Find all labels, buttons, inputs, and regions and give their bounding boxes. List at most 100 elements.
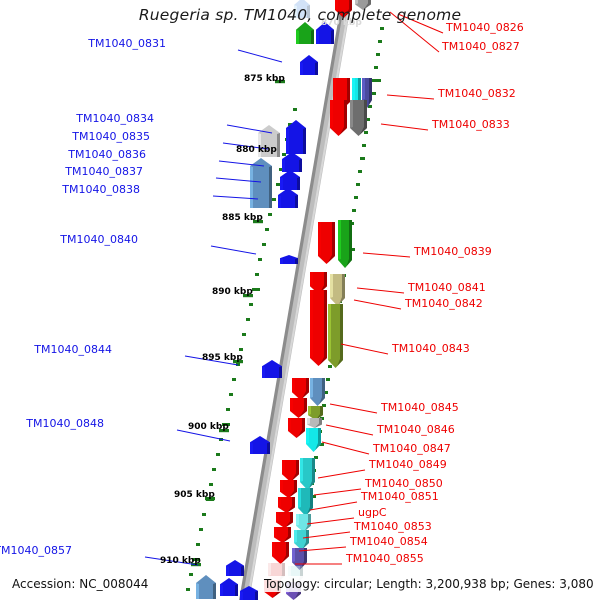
gc-tick-dash <box>258 258 262 261</box>
coordinate-tick-mark <box>219 429 229 433</box>
gene-feature[interactable] <box>290 398 307 418</box>
coordinate-tick-mark <box>243 294 253 298</box>
gene-label-forward[interactable]: TM1040_0833 <box>432 118 510 131</box>
gene-feature[interactable] <box>280 480 297 498</box>
gene-feature[interactable] <box>310 378 325 406</box>
gene-feature[interactable] <box>294 0 310 18</box>
gene-feature[interactable] <box>196 575 216 599</box>
gene-feature[interactable] <box>335 0 352 18</box>
gene-label-forward[interactable]: TM1040_0846 <box>377 423 455 436</box>
gene-label-reverse[interactable]: TM1040_0837 <box>65 165 143 178</box>
gene-feature[interactable] <box>226 560 244 576</box>
gene-feature[interactable] <box>300 458 315 490</box>
gene-label-forward[interactable]: TM1040_0845 <box>381 401 459 414</box>
gene-feature[interactable] <box>258 125 280 157</box>
gene-label-forward[interactable]: TM1040_0841 <box>408 281 486 294</box>
gene-feature[interactable] <box>240 586 258 600</box>
gene-label-reverse[interactable]: TM1040_0857 <box>0 544 72 557</box>
gc-tick-dash <box>374 66 378 69</box>
gene-label-forward[interactable]: TM1040_0839 <box>414 245 492 258</box>
gene-label-reverse[interactable]: TM1040_0835 <box>72 130 150 143</box>
gene-feature[interactable] <box>292 378 309 400</box>
gene-feature[interactable] <box>294 530 309 550</box>
gene-label-reverse[interactable]: TM1040_0831 <box>88 37 166 50</box>
gene-feature[interactable] <box>220 578 238 596</box>
gene-label-forward[interactable]: TM1040_0851 <box>361 490 439 503</box>
gene-feature[interactable] <box>282 152 302 172</box>
gene-label-forward[interactable]: TM1040_0853 <box>354 520 432 533</box>
gene-feature[interactable] <box>286 120 306 154</box>
gene-label-forward[interactable]: TM1040_0827 <box>442 40 520 53</box>
label-leader-line <box>144 556 199 566</box>
gene-feature[interactable] <box>338 220 352 268</box>
gene-feature[interactable] <box>310 272 327 294</box>
gc-tick-dash <box>189 573 193 576</box>
gene-feature[interactable] <box>276 512 293 528</box>
gene-feature[interactable] <box>330 100 347 136</box>
gene-label-forward[interactable]: TM1040_0842 <box>405 297 483 310</box>
gc-tick-dash <box>246 318 250 321</box>
gene-feature[interactable] <box>300 55 318 75</box>
gene-feature[interactable] <box>272 542 289 564</box>
gene-feature[interactable] <box>280 255 298 264</box>
gene-feature[interactable] <box>296 22 314 44</box>
gene-feature[interactable] <box>306 428 321 452</box>
gene-feature[interactable] <box>282 460 299 482</box>
gene-label-forward[interactable]: TM1040_0847 <box>373 442 451 455</box>
gene-label-reverse[interactable]: TM1040_0834 <box>76 112 154 125</box>
label-leader-line <box>210 245 257 255</box>
gc-tick-dash <box>222 423 230 426</box>
gene-feature[interactable] <box>274 527 291 543</box>
label-leader-line <box>353 299 402 310</box>
label-leader-line <box>176 429 231 442</box>
gene-feature[interactable] <box>280 170 300 190</box>
gc-tick-dash <box>366 118 370 121</box>
gene-feature[interactable] <box>355 0 371 10</box>
gene-label-forward[interactable]: ugpC <box>358 506 387 519</box>
gene-label-forward[interactable]: TM1040_0850 <box>365 477 443 490</box>
gene-label-reverse[interactable]: TM1040_0848 <box>26 417 104 430</box>
gene-label-forward[interactable]: TM1040_0826 <box>446 21 524 34</box>
gc-tick-dash <box>265 228 269 231</box>
gene-feature[interactable] <box>316 22 334 44</box>
gene-feature[interactable] <box>330 274 345 306</box>
gc-tick-dash <box>326 378 330 381</box>
gene-feature[interactable] <box>328 304 343 368</box>
gc-tick-dash <box>352 209 356 212</box>
gene-feature[interactable] <box>296 514 311 532</box>
gene-label-forward[interactable]: TM1040_0854 <box>350 535 428 548</box>
gene-label-forward[interactable]: TM1040_0855 <box>346 552 424 565</box>
gene-feature[interactable] <box>250 158 272 208</box>
gene-feature[interactable] <box>278 188 298 208</box>
gene-label-reverse[interactable]: TM1040_0838 <box>62 183 140 196</box>
gene-label-reverse[interactable]: TM1040_0840 <box>60 233 138 246</box>
gene-feature[interactable] <box>298 488 313 516</box>
coordinate-tick-label: 870 kbp <box>321 18 362 28</box>
gene-feature[interactable] <box>307 418 322 428</box>
gc-tick-dash <box>276 183 280 186</box>
gc-tick-dash <box>242 333 246 336</box>
gc-tick-dash <box>186 588 190 591</box>
gene-feature[interactable] <box>262 360 282 378</box>
label-leader-line <box>222 142 269 150</box>
gene-label-forward[interactable]: TM1040_0843 <box>392 342 470 355</box>
gene-feature[interactable] <box>318 222 335 264</box>
gene-feature[interactable] <box>310 290 327 366</box>
gene-feature[interactable] <box>288 418 305 438</box>
gene-label-reverse[interactable]: TM1040_0844 <box>34 343 112 356</box>
gc-tick-dash <box>378 40 382 43</box>
gene-label-forward[interactable]: TM1040_0849 <box>369 458 447 471</box>
gc-tick-dash <box>226 408 230 411</box>
gene-feature[interactable] <box>308 406 323 420</box>
gene-feature[interactable] <box>250 436 270 454</box>
gc-tick-dash <box>288 123 292 126</box>
gene-feature[interactable] <box>350 100 367 136</box>
gc-tick-dash <box>272 198 276 201</box>
gene-label-forward[interactable]: TM1040_0832 <box>438 87 516 100</box>
gene-feature[interactable] <box>278 497 295 513</box>
gene-label-reverse[interactable]: TM1040_0836 <box>68 148 146 161</box>
gc-tick-dash <box>380 27 384 30</box>
